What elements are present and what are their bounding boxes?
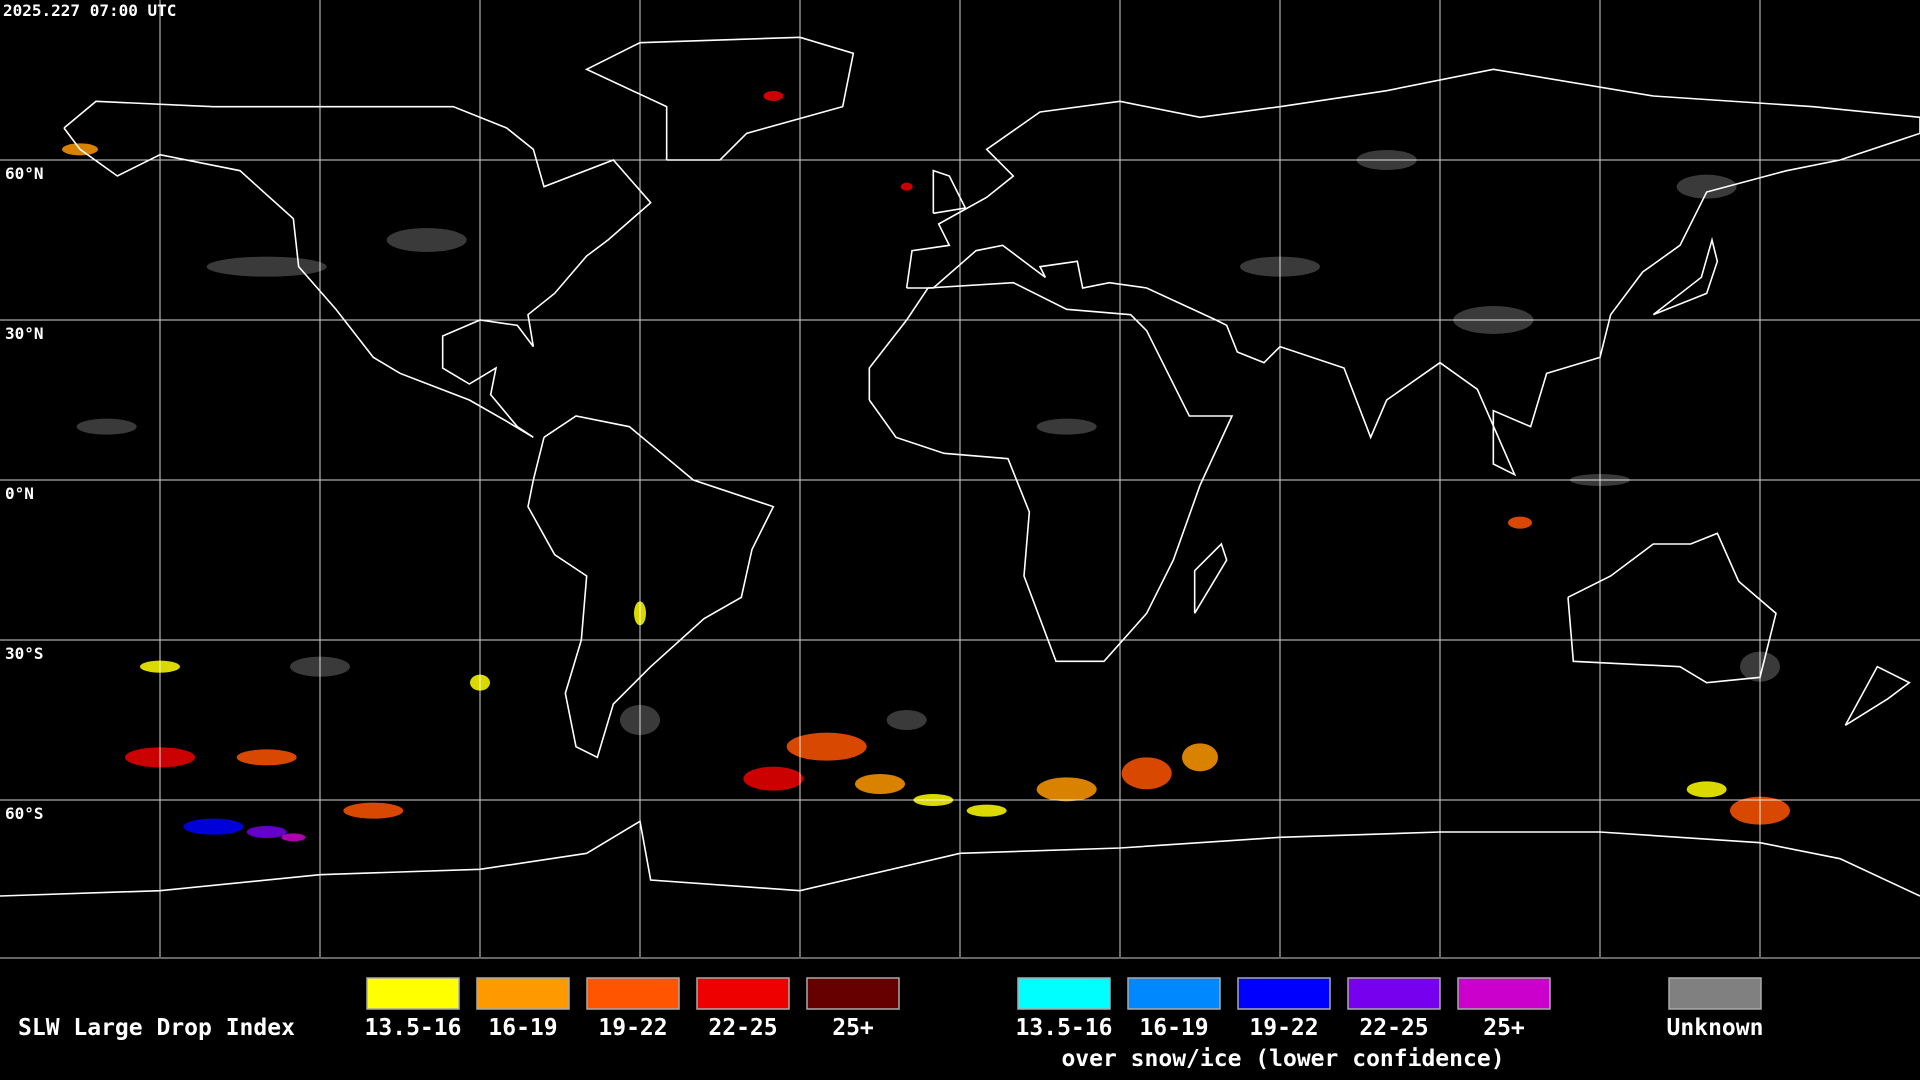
sld-area (1121, 757, 1172, 790)
legend-label: 25+ (1483, 1015, 1525, 1041)
unknown-area (386, 228, 467, 252)
unknown-area (206, 256, 327, 277)
coastline (868, 281, 1234, 663)
coastline (0, 820, 1920, 897)
sld-area (966, 804, 1007, 817)
sld-area (786, 732, 867, 761)
legend-label: 13.5-16 (365, 1015, 462, 1041)
latitude-label: 0°N (5, 484, 34, 503)
legend: 13.5-16 16-19 19-22 22-25 25+ 13.5-16 16-19 19-… (365, 977, 1764, 1041)
latitude-label: 60°N (5, 164, 44, 183)
coastline (932, 169, 967, 215)
timestamp: 2025.227 07:00 UTC (3, 1, 176, 20)
coastline (63, 100, 652, 439)
sld-area (1182, 743, 1218, 772)
unknown-area (1036, 418, 1097, 435)
legend-swatch (1017, 977, 1111, 1010)
legend-label: 25+ (832, 1015, 874, 1041)
sld-snow-area (281, 833, 306, 842)
sld-area (743, 766, 804, 791)
legend-swatch (366, 977, 460, 1010)
unknown-area (886, 710, 927, 730)
sld-area (1036, 777, 1097, 802)
legend-swatch (1668, 977, 1762, 1010)
legend-label: 16-19 (1139, 1015, 1208, 1041)
sld-area (1508, 516, 1532, 529)
sld-snow-area (183, 818, 244, 835)
graticule (0, 0, 1920, 958)
legend-swatch (476, 977, 570, 1010)
latitude-label: 60°S (5, 804, 44, 823)
legend-swatch (586, 977, 680, 1010)
unknown-area (1676, 174, 1737, 199)
coastline (1844, 665, 1911, 727)
legend-title: SLW Large Drop Index (18, 1015, 295, 1041)
latitude-label: 30°N (5, 324, 44, 343)
sld-area (900, 182, 913, 191)
legend-label: 19-22 (1249, 1015, 1318, 1041)
legend-label: 22-25 (708, 1015, 777, 1041)
coastline (584, 36, 855, 161)
legend-label: Unknown (1667, 1015, 1764, 1041)
legend-label: 13.5-16 (1016, 1015, 1113, 1041)
sld-area (763, 91, 784, 101)
coastline (1193, 542, 1228, 614)
legend-swatch (1127, 977, 1221, 1010)
cloud-data (62, 91, 1790, 842)
legend-swatch (806, 977, 900, 1010)
legend-swatch (1457, 977, 1551, 1010)
legend-swatch (696, 977, 790, 1010)
legend-label: 16-19 (488, 1015, 557, 1041)
sld-area (855, 774, 905, 794)
coastline (1652, 236, 1719, 316)
sld-snow-area (246, 826, 287, 838)
latitude-labels: 60°N 30°N 0°N 30°S 60°S (5, 164, 44, 823)
coastline (1567, 532, 1777, 684)
legend-swatch (1237, 977, 1331, 1010)
legend-label: 19-22 (598, 1015, 667, 1041)
sld-area (1686, 781, 1727, 798)
sld-area (343, 802, 404, 819)
legend-note: over snow/ice (lower confidence) (1061, 1046, 1504, 1072)
legend-label: 22-25 (1359, 1015, 1428, 1041)
latitude-label: 30°S (5, 644, 44, 663)
legend-swatch (1347, 977, 1441, 1010)
sld-area (236, 749, 297, 766)
unknown-area (76, 418, 137, 435)
